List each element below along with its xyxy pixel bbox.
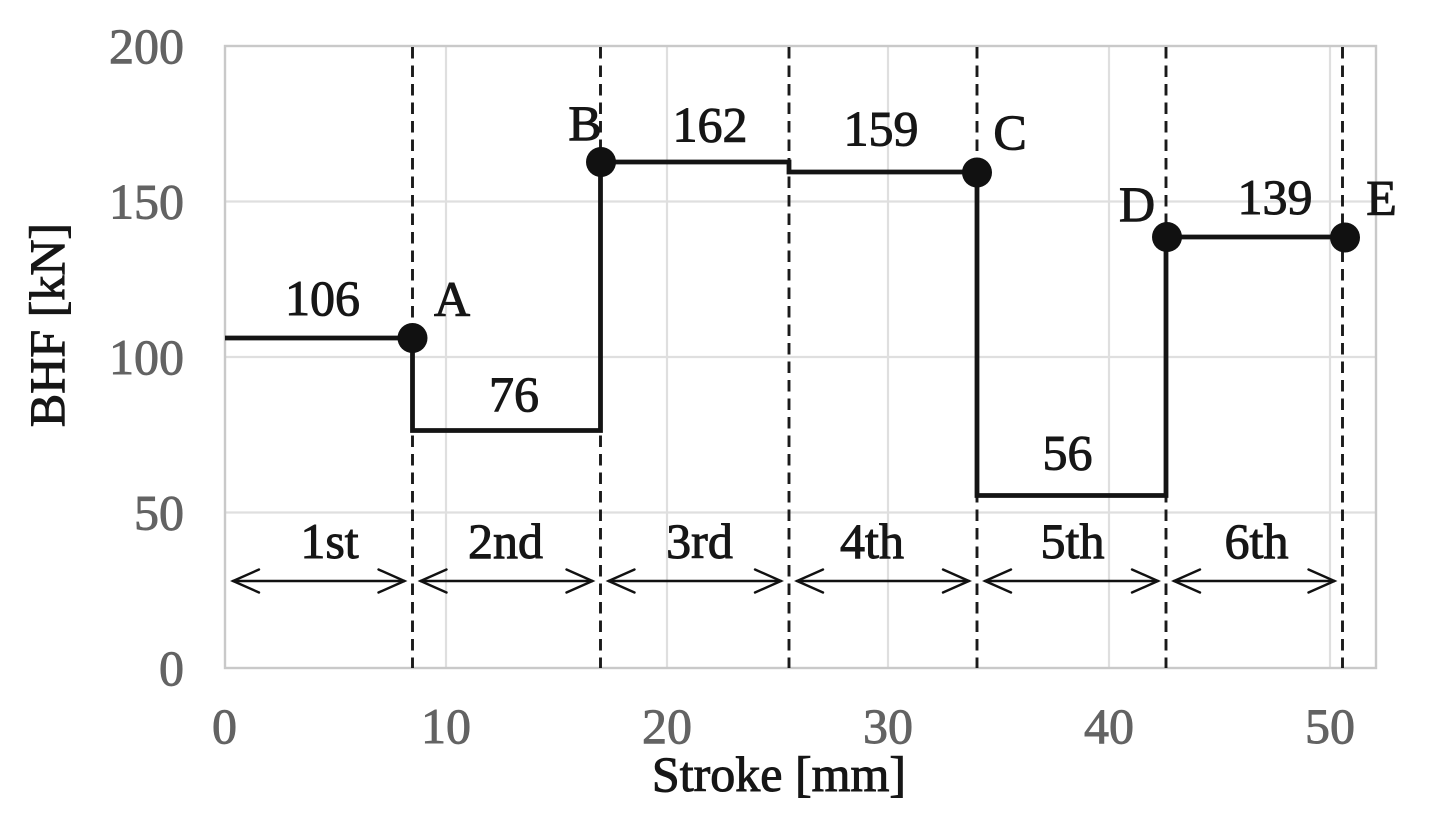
svg-text:162: 162 [673,97,748,153]
svg-text:139: 139 [1238,169,1313,225]
svg-text:159: 159 [844,101,919,157]
svg-text:Stroke [mm]: Stroke [mm] [652,746,906,802]
svg-text:200: 200 [109,18,184,74]
svg-text:4th: 4th [840,513,904,569]
svg-text:0: 0 [159,640,184,696]
svg-text:150: 150 [109,174,184,230]
svg-text:BHF [kN]: BHF [kN] [19,223,75,427]
svg-text:30: 30 [863,698,913,754]
svg-text:E: E [1366,170,1397,226]
svg-text:20: 20 [642,698,692,754]
svg-text:B: B [568,95,601,151]
svg-text:76: 76 [489,366,539,422]
svg-text:100: 100 [109,329,184,385]
svg-text:A: A [434,271,470,327]
svg-text:50: 50 [1305,698,1355,754]
svg-text:106: 106 [285,270,360,326]
svg-text:10: 10 [421,698,471,754]
svg-text:56: 56 [1043,425,1093,481]
svg-text:D: D [1119,176,1155,232]
svg-text:2nd: 2nd [468,513,543,569]
svg-text:50: 50 [134,485,184,541]
svg-text:C: C [993,104,1026,160]
svg-text:40: 40 [1084,698,1134,754]
svg-text:6th: 6th [1225,513,1289,569]
svg-text:3rd: 3rd [666,513,733,569]
svg-text:0: 0 [212,698,237,754]
svg-text:1st: 1st [300,513,358,569]
svg-text:5th: 5th [1041,513,1105,569]
